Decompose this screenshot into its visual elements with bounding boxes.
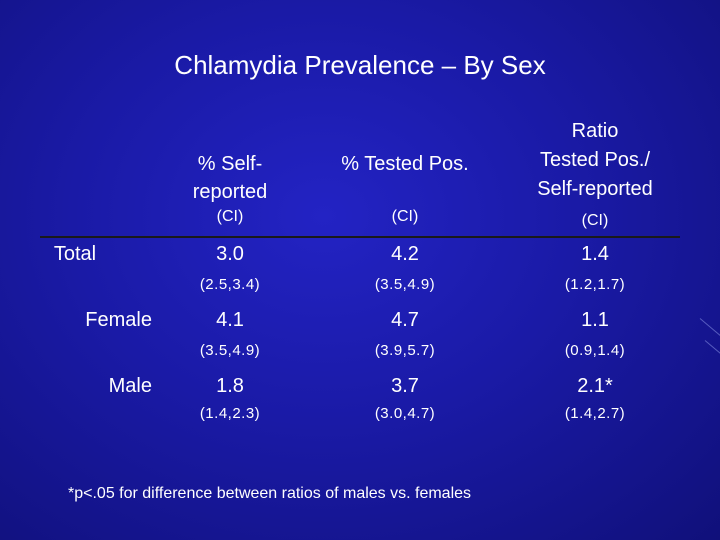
ci-cell: (1.4,2.7) xyxy=(564,405,626,422)
value-cell: 4.2 xyxy=(391,243,419,265)
ci-cell: (1.4,2.3) xyxy=(199,405,261,422)
value-cell: 3.7 xyxy=(391,375,419,397)
decorative-line xyxy=(704,340,720,361)
value-cell: 1.8 xyxy=(216,375,244,397)
value-cell: 3.0 xyxy=(216,243,244,265)
row-label-female: Female xyxy=(85,309,152,331)
value-cell: 4.7 xyxy=(391,309,419,331)
col-header-ratio: Ratio Tested Pos./ Self-reported xyxy=(537,120,653,200)
ci-label: (CI) xyxy=(581,212,609,229)
row-label-total: Total xyxy=(53,243,97,265)
ci-label: (CI) xyxy=(391,208,419,225)
value-cell: 4.1 xyxy=(216,309,244,331)
slide-title: Chlamydia Prevalence – By Sex xyxy=(174,50,546,80)
ci-cell: (2.5,3.4) xyxy=(199,276,261,293)
decorative-line xyxy=(699,318,720,345)
ci-cell: (3.9,5.7) xyxy=(374,342,436,359)
value-cell: 2.1* xyxy=(577,375,613,397)
row-label-male: Male xyxy=(108,375,152,397)
footnote: *p<.05 for difference between ratios of … xyxy=(68,485,472,502)
ci-label: (CI) xyxy=(216,208,244,225)
ci-cell: (3.5,4.9) xyxy=(199,342,261,359)
ci-cell: (0.9,1.4) xyxy=(564,342,626,359)
value-cell: 1.4 xyxy=(581,243,609,265)
value-cell: 1.1 xyxy=(581,309,609,331)
ci-cell: (1.2,1.7) xyxy=(564,276,626,293)
ci-cell: (3.0,4.7) xyxy=(374,405,436,422)
ci-cell: (3.5,4.9) xyxy=(374,276,436,293)
header-divider xyxy=(40,236,680,238)
col-header-self-reported: % Self- reported xyxy=(192,153,268,203)
col-header-tested-pos: % Tested Pos. xyxy=(341,153,469,175)
